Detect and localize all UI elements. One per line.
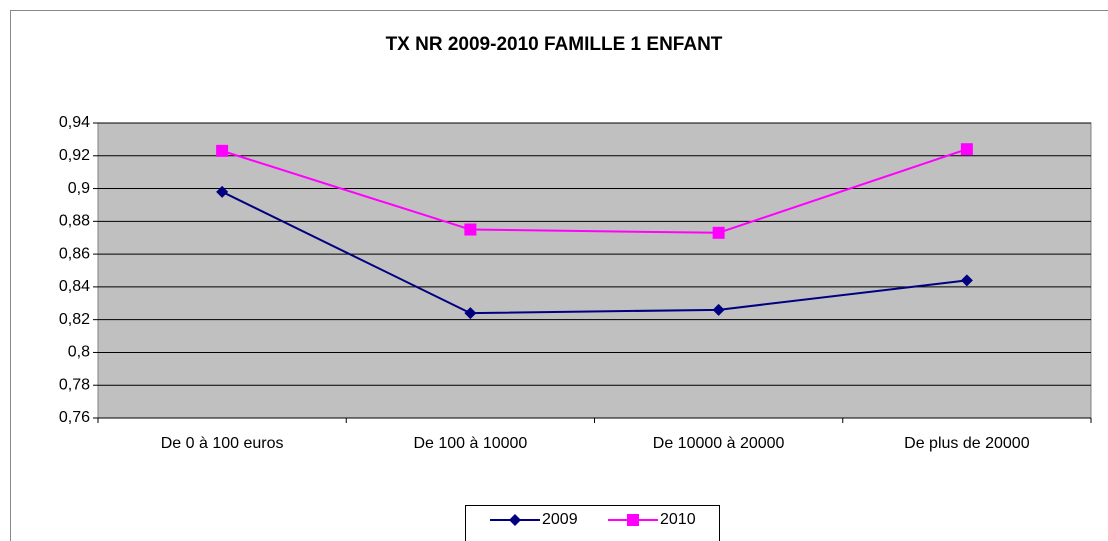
legend-label: 2010 xyxy=(660,511,696,528)
series-line xyxy=(221,190,967,315)
chart-title: TX NR 2009-2010 FAMILLE 1 ENFANT xyxy=(386,34,723,55)
marker xyxy=(712,303,725,316)
y-tick-label: 0,86 xyxy=(59,245,90,262)
marker xyxy=(712,226,725,239)
x-tick-label: De plus de 20000 xyxy=(904,435,1030,452)
legend-marker xyxy=(627,514,639,526)
y-tick-label: 0,94 xyxy=(59,114,90,131)
y-tick-label: 0,88 xyxy=(59,213,90,230)
legend-box xyxy=(465,505,720,541)
legend-marker xyxy=(509,514,521,526)
x-tick-label: De 10000 à 20000 xyxy=(653,435,785,452)
y-tick-label: 0,92 xyxy=(59,147,90,164)
y-tick-label: 0,84 xyxy=(59,278,90,295)
y-tick-label: 0,9 xyxy=(68,180,90,197)
x-tick-label: De 0 à 100 euros xyxy=(161,435,284,452)
marker xyxy=(464,307,477,320)
y-tick-label: 0,78 xyxy=(59,376,90,393)
marker xyxy=(216,144,229,157)
marker xyxy=(960,274,973,287)
series-line xyxy=(221,148,968,234)
plot-area xyxy=(97,122,1092,419)
marker xyxy=(464,223,477,236)
x-tick-label: De 100 à 10000 xyxy=(413,435,527,452)
y-tick-label: 0,82 xyxy=(59,311,90,328)
marker xyxy=(960,143,973,156)
legend-label: 2009 xyxy=(542,511,578,528)
marker xyxy=(216,185,229,198)
y-tick-label: 0,8 xyxy=(68,344,90,361)
y-tick-label: 0,76 xyxy=(59,409,90,426)
